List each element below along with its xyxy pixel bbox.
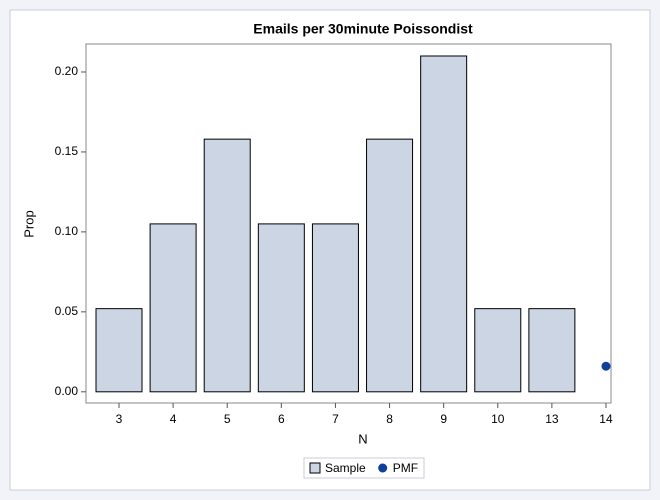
bar (257, 223, 305, 393)
x-axis-label: N (358, 431, 367, 446)
y-tick-label: 0.05 (55, 304, 79, 318)
bar (149, 223, 197, 393)
legend (303, 457, 425, 479)
x-tick-label: 4 (170, 412, 177, 426)
x-tick-label: 10 (491, 412, 505, 426)
y-axis-label: Prop (21, 210, 36, 237)
bar (203, 138, 251, 393)
bar (95, 308, 143, 393)
x-tick-label: 8 (386, 412, 393, 426)
legend-swatch (309, 462, 321, 474)
bar (366, 138, 414, 393)
bar (528, 308, 576, 393)
y-tick-label: 0.10 (55, 224, 79, 238)
bar (311, 223, 359, 393)
x-tick-label: 9 (440, 412, 447, 426)
point (601, 361, 611, 371)
chart-title: Emails per 30minute Poissondist (253, 21, 473, 37)
legend-label: Sample (325, 461, 366, 475)
bar (474, 308, 522, 393)
x-tick-label: 13 (545, 412, 559, 426)
bar (420, 55, 468, 393)
x-tick-label: 14 (599, 412, 613, 426)
y-tick-label: 0.00 (55, 384, 79, 398)
x-tick-label: 3 (116, 412, 123, 426)
legend-marker (378, 463, 388, 473)
y-tick-label: 0.20 (55, 64, 79, 78)
x-tick-label: 5 (224, 412, 231, 426)
x-tick-label: 6 (278, 412, 285, 426)
x-tick-label: 7 (332, 412, 339, 426)
legend-label: PMF (393, 461, 418, 475)
y-tick-label: 0.15 (55, 144, 79, 158)
